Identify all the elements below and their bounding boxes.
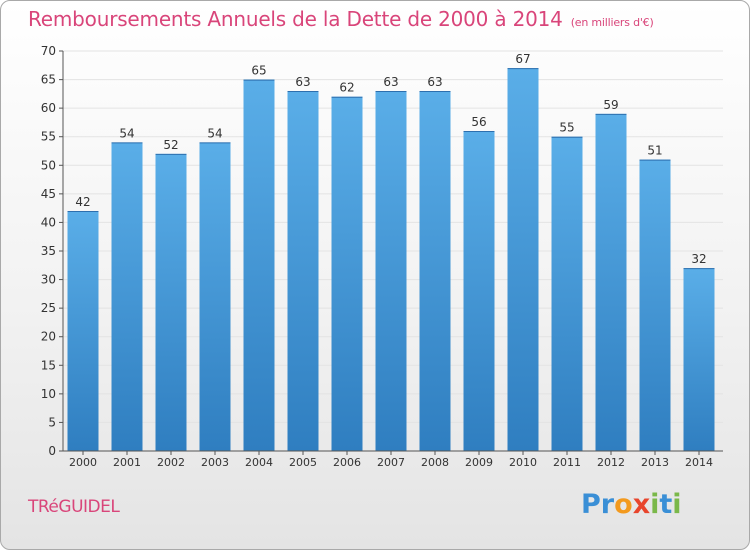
bar: [639, 159, 671, 452]
logo-letter: i: [650, 489, 660, 520]
y-tick-label: 65: [41, 73, 56, 87]
x-tick-label: 2000: [69, 456, 97, 469]
y-tick-label: 10: [41, 387, 56, 401]
bar: [551, 136, 583, 451]
y-tick-label: 35: [41, 244, 56, 258]
data-label: 65: [251, 64, 266, 78]
logo-letter: P: [581, 489, 601, 520]
logo-letter: o: [614, 489, 633, 520]
bar: [199, 142, 231, 451]
x-tick-label: 2013: [641, 456, 669, 469]
x-tick-label: 2014: [685, 456, 713, 469]
chart-title-text: Remboursements Annuels de la Dette de 20…: [28, 7, 563, 31]
x-tick-label: 2001: [113, 456, 141, 469]
bar: [111, 142, 143, 451]
bar: [463, 131, 495, 451]
bar: [155, 153, 187, 451]
y-tick-label: 15: [41, 358, 56, 372]
y-tick-label: 25: [41, 301, 56, 315]
logo-letter: x: [632, 489, 651, 520]
x-tick-label: 2004: [245, 456, 273, 469]
bar: [331, 96, 363, 451]
x-tick-label: 2012: [597, 456, 625, 469]
chart-title: Remboursements Annuels de la Dette de 20…: [28, 7, 654, 31]
data-label: 55: [559, 121, 574, 135]
bars: [67, 68, 715, 452]
bar: [287, 91, 319, 451]
data-label: 67: [515, 52, 530, 66]
y-tick-label: 5: [48, 415, 56, 429]
data-label: 63: [295, 75, 310, 89]
data-label: 62: [339, 81, 354, 95]
x-tick-label: 2002: [157, 456, 185, 469]
data-label: 51: [647, 144, 662, 158]
y-tick-label: 45: [41, 187, 56, 201]
x-tick-label: 2009: [465, 456, 493, 469]
logo-letter: r: [600, 489, 615, 520]
y-tick-label: 60: [41, 101, 56, 115]
x-tick-label: 2006: [333, 456, 361, 469]
bar: [419, 91, 451, 451]
logo-letter: i: [672, 489, 682, 520]
data-label: 63: [383, 75, 398, 89]
bar: [507, 68, 539, 452]
y-tick-label: 0: [48, 444, 56, 458]
y-tick-label: 50: [41, 158, 56, 172]
commune-name: TRéGUIDEL: [28, 497, 120, 517]
y-tick-label: 40: [41, 215, 56, 229]
bar: [595, 113, 627, 451]
x-tick-label: 2010: [509, 456, 537, 469]
y-tick-label: 20: [41, 330, 56, 344]
logo-letter: t: [659, 489, 673, 520]
x-tick-label: 2011: [553, 456, 581, 469]
bar: [243, 79, 275, 452]
x-tick-label: 2008: [421, 456, 449, 469]
data-label: 59: [603, 98, 618, 112]
data-label: 42: [75, 195, 90, 209]
proxiti-logo: Proxiti: [581, 489, 682, 520]
bar: [67, 211, 99, 451]
data-label: 56: [471, 115, 486, 129]
data-label: 54: [119, 126, 134, 140]
x-tick-label: 2007: [377, 456, 405, 469]
y-tick-label: 30: [41, 273, 56, 287]
x-tick-label: 2003: [201, 456, 229, 469]
y-tick-label: 55: [41, 130, 56, 144]
data-label: 52: [163, 138, 178, 152]
x-tick-label: 2005: [289, 456, 317, 469]
bar: [683, 268, 715, 451]
unit-note: (en milliers d'€): [570, 16, 654, 29]
bar: [375, 91, 407, 451]
data-label: 63: [427, 75, 442, 89]
data-label: 32: [691, 252, 706, 266]
labels: 0 5 10 15 20 25 30 35 40 45 50 55 60 65 70 42 2000 54 2001…: [41, 44, 713, 469]
y-tick-label: 70: [41, 44, 56, 58]
axes: [59, 50, 723, 455]
data-label: 54: [207, 126, 222, 140]
